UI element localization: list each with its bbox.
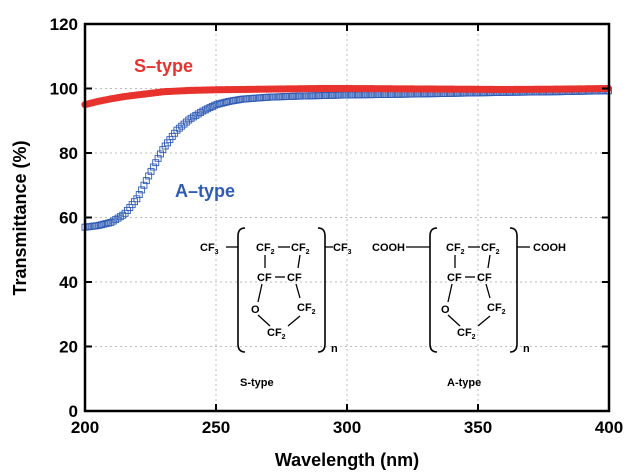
x-tick-label: 200 [71,418,99,437]
series-layer [81,84,613,231]
y-tick-label: 60 [59,209,78,228]
a-type-point [180,120,188,128]
a-type-point [215,100,223,108]
oxygen-label: O [251,304,260,316]
y-tick-label: 0 [69,402,78,421]
a-type-point [119,211,127,219]
a-type-point [178,122,186,130]
a-type-point [154,154,162,162]
y-tick-label: 80 [59,144,78,163]
a-type-point [201,106,209,114]
a-type-point [204,105,212,113]
ring-bottom-cf2: CF2 [267,327,286,341]
grid-lines [85,24,609,411]
a-type-point [157,150,164,158]
ring-right-cf2: CF2 [297,302,316,316]
y-axis-title: Transmittance (%) [10,140,30,295]
y-tick-label: 100 [50,80,78,99]
x-tick-label: 300 [333,418,361,437]
a-type-point [138,186,146,194]
a-type-point [213,100,221,108]
a-type-point [95,221,103,229]
a-type-point [211,101,219,109]
a-type-point [220,99,228,107]
a-type-point [102,220,110,228]
a-type-point [218,99,226,107]
series-label-s-type: S–type [134,56,193,76]
a-type-point [133,195,141,203]
end-left-label: COOH [372,242,405,254]
a-type-point [173,126,181,134]
a-type-point [199,107,207,115]
y-tick-label: 40 [59,273,78,292]
y-tick-label: 20 [59,338,78,357]
a-type-point [223,98,230,106]
ring-bottom-cf2: CF2 [457,327,476,341]
mid-right-cf: CF [287,272,302,284]
a-type-point [135,191,143,198]
structure-caption-s-type: S-type [240,377,274,389]
x-tick-label: 250 [202,418,230,437]
axis-ticks: 200 250 300 350 400 0 20 40 60 80 100 120 [50,15,624,437]
structure-s-type: CF3 CF3 CF2 CF2 CF CF O CF2 CF2 n S-type [200,227,352,389]
a-type-point [152,159,160,167]
oxygen-label: O [441,304,450,316]
x-tick-label: 400 [595,418,623,437]
top-right-cf2: CF2 [481,242,500,256]
end-right-label: COOH [533,242,566,254]
structure-caption-a-type: A-type [447,377,481,389]
mid-left-cf: CF [447,272,462,284]
mid-left-cf: CF [257,272,272,284]
series-s-type [81,84,613,109]
mid-right-cf: CF [477,272,492,284]
a-type-point [159,146,167,154]
x-tick-label: 350 [464,418,492,437]
a-type-point [149,163,157,171]
top-left-cf2: CF2 [446,242,465,256]
a-type-point [98,221,105,229]
end-right-label: CF3 [333,242,352,256]
ring-right-cf2: CF2 [487,302,506,316]
x-axis-title: Wavelength (nm) [275,450,419,470]
y-tick-label: 120 [50,15,78,34]
a-type-point [145,172,153,180]
top-right-cf2: CF2 [291,242,310,256]
structure-a-type: COOH COOH CF2 CF2 CF CF O CF2 CF2 n A-ty… [372,227,566,389]
a-type-point [175,124,183,132]
top-left-cf2: CF2 [256,242,275,256]
a-type-point [206,104,214,112]
a-type-point [182,118,190,126]
repeat-n: n [523,343,530,355]
a-type-point [208,102,216,110]
a-type-point [105,219,113,227]
series-label-a-type: A–type [175,181,235,201]
end-left-label: CF3 [200,242,219,256]
a-type-point [147,167,155,175]
a-type-point [140,181,148,189]
a-type-point [100,220,108,228]
repeat-n: n [331,343,338,355]
a-type-point [142,177,150,185]
